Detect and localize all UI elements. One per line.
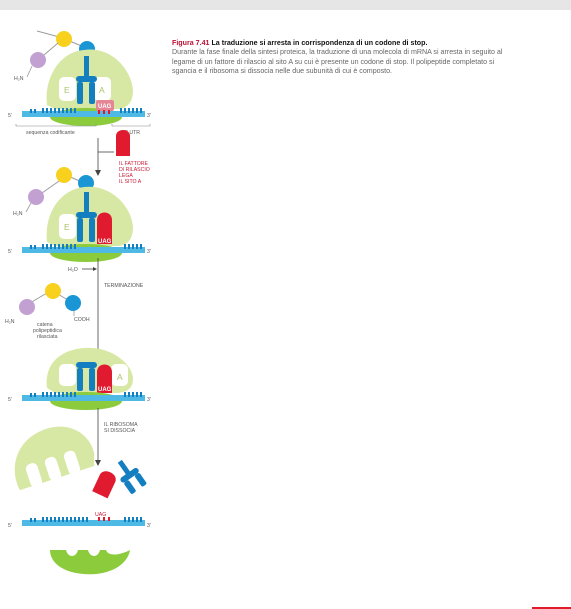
- three-prime-end: 3': [147, 113, 151, 119]
- stop-codon-label: UAG: [98, 387, 112, 393]
- a-site: [94, 77, 111, 101]
- caption-title: La traduzione si arresta in corrisponden…: [211, 39, 428, 47]
- arrow-ribosome-dissociates: IL RIBOSOMA SI DISSOCIA: [95, 408, 138, 466]
- a-site: [111, 364, 128, 386]
- three-prime-end: 3': [147, 249, 151, 255]
- three-prime-end: 3': [147, 397, 151, 403]
- release-factor-label-3: LEGA: [119, 173, 133, 179]
- e-site-label: E: [64, 222, 70, 232]
- dissociation-label-2: SI DISSOCIA: [104, 428, 136, 434]
- stop-codon-label: UAG: [95, 512, 106, 518]
- dissociation-label-1: IL RIBOSOMA: [104, 422, 138, 428]
- stop-codon-label: UAG: [98, 104, 112, 110]
- amino-acid-yellow: [56, 31, 72, 47]
- a-site-label: A: [99, 85, 105, 95]
- termination-label: TERMINAZIONE: [104, 283, 144, 289]
- five-prime-end: 5': [8, 397, 12, 403]
- e-site: [59, 77, 76, 101]
- release-factor: [97, 364, 112, 393]
- released-chain-label-3: rilasciata: [37, 334, 58, 340]
- amino-acid-purple: [19, 299, 35, 315]
- released-chain-label-1: catena: [37, 322, 53, 328]
- stage-4-dissociated: UAG 5' 3': [8, 426, 151, 575]
- caption-body: Durante la fase finale della sintesi pro…: [172, 48, 503, 75]
- amino-terminus-label: H₂N: [14, 76, 24, 82]
- release-factor: [116, 130, 130, 156]
- e-site-label: E: [64, 85, 70, 95]
- amino-terminus-label: H₂N: [5, 319, 15, 325]
- stop-codon-box: [96, 100, 114, 111]
- arrow-release-factor-binds: IL FATTORE DI RILASCIO LEGA IL SITO A: [95, 130, 150, 185]
- stop-codon-label: UAG: [98, 239, 112, 245]
- carboxyl-label: COOH: [74, 317, 90, 323]
- trna: [84, 192, 89, 214]
- stage-3-chain-released: A UAG 5' 3': [8, 347, 151, 410]
- five-prime-end: 5': [8, 249, 12, 255]
- mrna-strand: [22, 395, 145, 401]
- e-site: [59, 364, 76, 386]
- amino-acid-yellow: [45, 283, 61, 299]
- stage-2-release-factor-bound: H₂N E UAG 5' 3': [8, 167, 151, 262]
- mrna-strand: [22, 520, 145, 526]
- water-label: H₂O: [68, 267, 78, 273]
- small-subunit: [50, 550, 130, 575]
- e-site: [59, 214, 76, 239]
- five-prime-end: 5': [8, 523, 12, 529]
- amino-acid-purple: [30, 52, 46, 68]
- trna: [77, 368, 83, 391]
- caption-heading: Figura 7.41: [172, 39, 210, 47]
- release-factor-label-1: IL FATTORE: [119, 161, 149, 167]
- release-factor-label-2: DI RILASCIO: [119, 167, 150, 173]
- translation-diagram: H₂N E A U: [5, 30, 151, 575]
- mrna-strand: [22, 111, 145, 117]
- coding-sequence-label: sequenza codificante: [26, 130, 75, 136]
- arrow-termination: H₂O TERMINAZIONE H₂N COOH catena polipep…: [5, 258, 144, 359]
- three-prime-end: 3': [147, 523, 151, 529]
- amino-acid-purple: [28, 189, 44, 205]
- figure-caption: Figura 7.41 La traduzione si arresta in …: [172, 39, 512, 76]
- trna: [117, 459, 132, 476]
- release-factor: [92, 471, 116, 499]
- figure: Figura 7.41 La traduzione si arresta in …: [0, 10, 571, 609]
- trna: [84, 56, 89, 78]
- utr-label: 3' UTR: [124, 130, 140, 136]
- release-factor: [97, 212, 112, 244]
- top-bar: [0, 0, 571, 10]
- mrna-strand: [22, 247, 145, 253]
- amino-acid-blue: [65, 295, 81, 311]
- stage-1-ribosome-approaching-stop: H₂N E A U: [8, 30, 151, 136]
- amino-acid-yellow: [56, 167, 72, 183]
- a-site-label: A: [117, 372, 123, 382]
- release-factor-label-4: IL SITO A: [119, 179, 142, 185]
- amino-terminus-label: H₂N: [13, 211, 23, 217]
- five-prime-end: 5': [8, 113, 12, 119]
- released-chain-label-2: polipeptidica: [33, 328, 62, 334]
